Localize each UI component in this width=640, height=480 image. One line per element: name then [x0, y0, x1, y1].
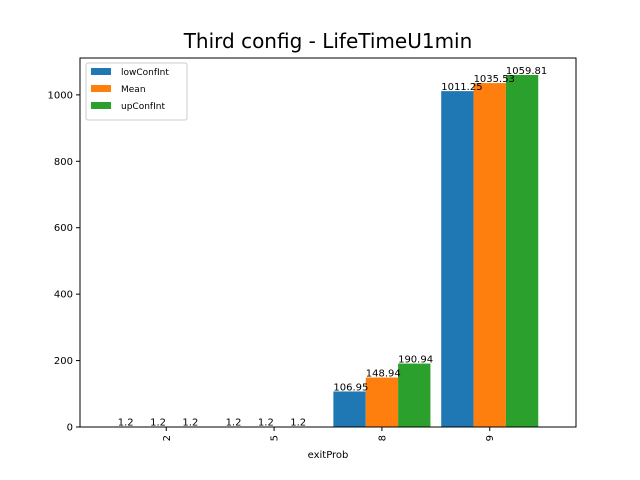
y-tick-label: 200 — [54, 356, 73, 367]
x-axis: 2 5 8 9 — [162, 427, 496, 441]
y-tick-label: 400 — [54, 290, 73, 301]
y-tick-label: 0 — [67, 423, 73, 434]
bar-lowConfInt-9 — [441, 91, 474, 427]
bar-value-label: 1011.25 — [441, 82, 482, 93]
y-tick-label: 1000 — [48, 90, 73, 101]
bar-value-label: 1.2 — [150, 418, 166, 429]
bar-value-label: 1.2 — [226, 418, 242, 429]
bar-value-label: 1.2 — [258, 418, 274, 429]
bars-group — [117, 75, 539, 427]
bar-value-label: 1.2 — [182, 418, 198, 429]
bar-Mean-8 — [365, 377, 399, 427]
y-tick-label: 600 — [54, 223, 73, 234]
x-tick-label: 9 — [485, 435, 496, 441]
x-tick-label: 8 — [377, 435, 388, 441]
bar-upConfInt-9 — [505, 75, 539, 427]
legend-swatch — [91, 102, 111, 109]
y-axis: 0 200 400 600 800 1000 — [48, 90, 80, 434]
x-tick-label: 5 — [270, 435, 281, 441]
legend-swatch — [91, 68, 111, 75]
bar-value-label: 148.94 — [366, 369, 401, 380]
bar-value-label: 1059.81 — [506, 66, 547, 77]
bar-value-label: 190.94 — [398, 355, 433, 366]
legend-swatch — [91, 85, 111, 92]
legend-label: upConfInt — [121, 102, 165, 112]
legend: lowConfInt Mean upConfInt — [85, 62, 188, 121]
x-tick-label: 2 — [162, 435, 173, 441]
bar-value-label: 1.2 — [290, 418, 306, 429]
bar-Mean-9 — [473, 83, 506, 427]
x-axis-label: exitProb — [308, 450, 349, 461]
chart-title: Third config - LifeTimeU1min — [183, 29, 473, 53]
bar-value-label: 1.2 — [118, 418, 134, 429]
y-tick-label: 800 — [54, 157, 73, 168]
bar-upConfInt-8 — [398, 363, 431, 427]
bar-labels-group: 1.2 1.2 106.95 1011.25 1.2 1.2 148.94 1035.53 1.… — [118, 66, 548, 429]
bar-value-label: 106.95 — [333, 382, 368, 393]
plot-area-frame — [79, 57, 577, 428]
bar-value-label: 1035.53 — [474, 74, 515, 85]
legend-box — [85, 62, 188, 121]
bar-lowConfInt-8 — [333, 391, 366, 427]
legend-label: lowConfInt — [121, 68, 169, 78]
legend-label: Mean — [121, 85, 146, 95]
